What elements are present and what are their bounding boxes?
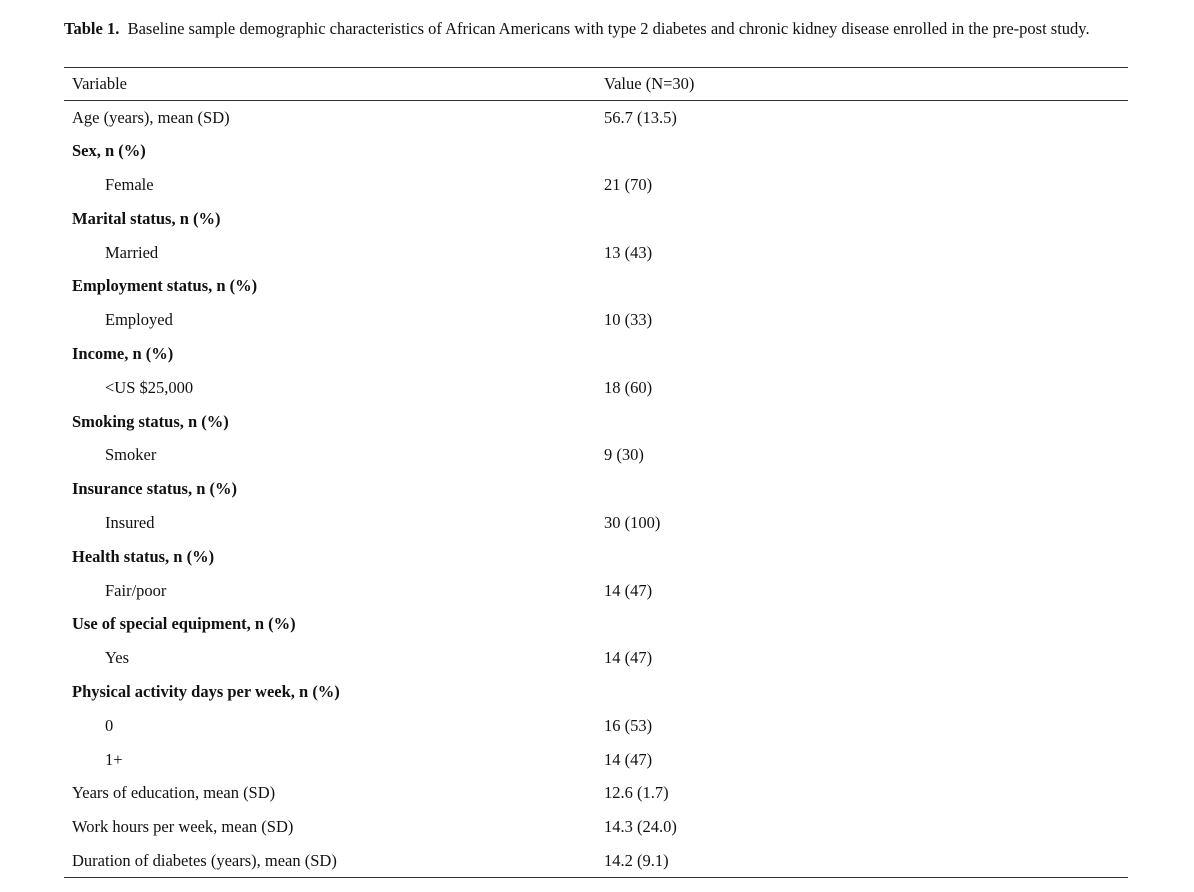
table-caption-text: Baseline sample demographic characterist… (127, 19, 1090, 38)
row-value (596, 337, 1128, 371)
row-variable-label: 0 (105, 715, 114, 735)
row-value (596, 472, 1128, 506)
demographics-table: Variable Value (N=30) Age (years), mean … (64, 67, 1128, 879)
table-row: Married 13 (43) (64, 236, 1128, 270)
table-row: Employment status, n (%) (64, 269, 1128, 303)
row-variable-label: Yes (105, 648, 130, 668)
row-value: 10 (33) (604, 310, 653, 330)
row-variable-label: Fair/poor (105, 580, 167, 600)
row-variable-label: Employed (105, 310, 173, 330)
table-caption: Table 1. Baseline sample demographic cha… (64, 18, 1128, 60)
row-group-label: Smoking status, n (%) (72, 411, 229, 431)
table-row: Years of education, mean (SD) 12.6 (1.7) (64, 776, 1128, 810)
table-row: Age (years), mean (SD) 56.7 (13.5) (64, 101, 1128, 135)
table-row: Use of special equipment, n (%) (64, 607, 1128, 641)
row-group-label: Employment status, n (%) (72, 276, 258, 296)
row-value: 56.7 (13.5) (604, 107, 677, 127)
row-variable-label: Age (years), mean (SD) (72, 107, 230, 127)
row-value: 18 (60) (604, 377, 653, 397)
row-value (596, 134, 1128, 168)
table-container: Table 1. Baseline sample demographic cha… (64, 18, 1128, 879)
table-row: 1+ 14 (47) (64, 743, 1128, 777)
row-variable-label: Married (105, 242, 159, 262)
row-variable-label: Smoker (105, 445, 157, 465)
row-value (596, 607, 1128, 641)
row-value (596, 269, 1128, 303)
row-value: 12.6 (1.7) (604, 783, 669, 803)
table-row: Work hours per week, mean (SD) 14.3 (24.0… (64, 810, 1128, 844)
table-row: Insured 30 (100) (64, 506, 1128, 540)
table-row: Marital status, n (%) (64, 202, 1128, 236)
table-row: Employed 10 (33) (64, 303, 1128, 337)
table-row: <US $25,000 18 (60) (64, 371, 1128, 405)
table-caption-label: Table 1. (64, 19, 120, 38)
row-value: 14.2 (9.1) (596, 844, 1128, 879)
row-variable-label: Years of education, mean (SD) (72, 783, 276, 803)
row-value: 9 (30) (604, 445, 644, 465)
row-group-label: Insurance status, n (%) (72, 479, 238, 499)
row-group-label: Physical activity days per week, n (%) (72, 681, 340, 701)
row-value: 14 (47) (604, 648, 653, 668)
table-row: Income, n (%) (64, 337, 1128, 371)
row-variable-label: Duration of diabetes (years), mean (SD) (64, 844, 596, 879)
row-value: 30 (100) (604, 512, 661, 532)
row-value: 14 (47) (604, 749, 653, 769)
column-header-variable: Variable (64, 67, 596, 101)
table-row: Sex, n (%) (64, 134, 1128, 168)
row-group-label: Marital status, n (%) (72, 208, 221, 228)
row-variable-label: Work hours per week, mean (SD) (72, 817, 294, 837)
row-group-label: Health status, n (%) (72, 546, 215, 566)
row-value (596, 540, 1128, 574)
table-row: Fair/poor 14 (47) (64, 574, 1128, 608)
table-row: Physical activity days per week, n (%) (64, 675, 1128, 709)
row-value: 21 (70) (604, 174, 653, 194)
row-value: 16 (53) (604, 715, 653, 735)
row-value: 13 (43) (604, 242, 653, 262)
table-row: Yes 14 (47) (64, 641, 1128, 675)
row-variable-label: Insured (105, 512, 155, 532)
row-value (596, 675, 1128, 709)
table-row: Insurance status, n (%) (64, 472, 1128, 506)
row-group-label: Sex, n (%) (72, 141, 146, 161)
header-row: Variable Value (N=30) (64, 67, 1128, 101)
row-value: 14.3 (24.0) (604, 817, 677, 837)
row-value (596, 405, 1128, 439)
row-variable-label: 1+ (105, 749, 123, 769)
table-row: Smoking status, n (%) (64, 405, 1128, 439)
table-row: Smoker 9 (30) (64, 438, 1128, 472)
table-row: Health status, n (%) (64, 540, 1128, 574)
table-row: Duration of diabetes (years), mean (SD) 1… (64, 844, 1128, 879)
table-header: Variable Value (N=30) (64, 67, 1128, 101)
column-header-value: Value (N=30) (596, 67, 1128, 101)
row-value: 14 (47) (604, 580, 653, 600)
row-group-label: Use of special equipment, n (%) (72, 614, 296, 634)
row-variable-label: <US $25,000 (105, 377, 194, 397)
row-group-label: Income, n (%) (72, 343, 174, 363)
table-row: 0 16 (53) (64, 709, 1128, 743)
row-value (596, 202, 1128, 236)
table-body: Age (years), mean (SD) 56.7 (13.5) Sex, n … (64, 101, 1128, 879)
table-row: Female 21 (70) (64, 168, 1128, 202)
row-variable-label: Female (105, 174, 154, 194)
